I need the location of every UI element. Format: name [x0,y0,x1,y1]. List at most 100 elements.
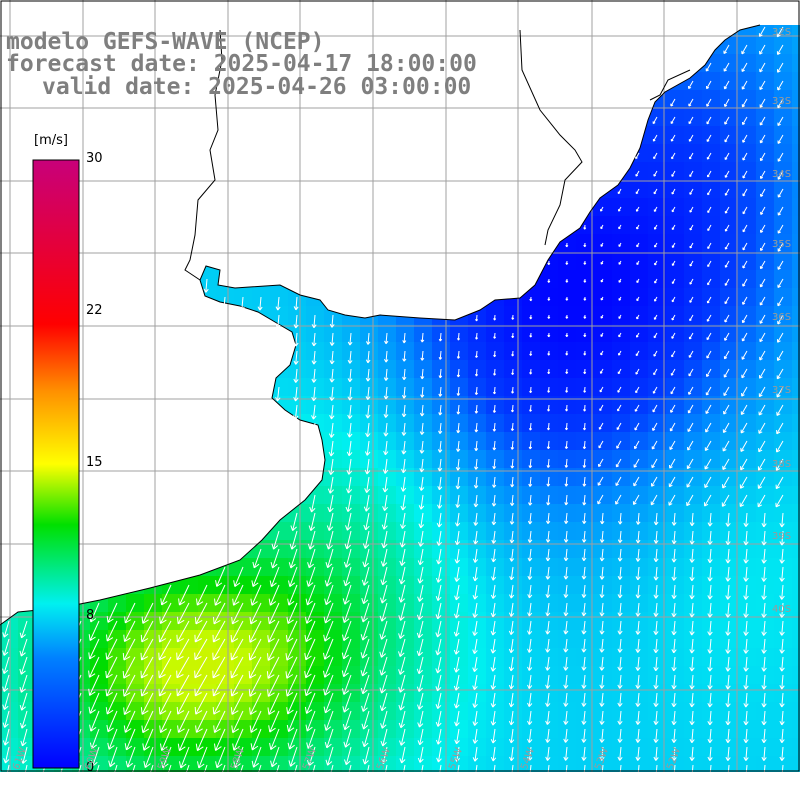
wind-arrow [760,170,766,180]
wind-arrow [706,296,712,304]
wind-arrow [177,710,190,733]
wind-arrow [671,656,677,672]
wind-arrow [618,350,622,356]
wind-arrow [416,656,424,675]
wind-arrow [759,260,766,270]
wind-speed-cell [234,198,253,217]
wind-speed-cell [126,378,145,397]
wind-arrow [454,710,460,727]
wind-arrow [759,62,766,73]
wind-speed-cell [126,162,145,181]
wind-arrow [492,458,497,470]
wind-speed-cell [198,306,217,325]
wind-arrow [635,512,641,525]
wind-arrow [563,566,569,580]
wind-arrow [269,728,280,751]
wind-arrow [653,332,658,339]
wind-speed-cell [486,72,505,91]
wind-arrow [581,746,587,761]
wind-arrow [527,548,533,562]
wind-arrow [19,656,28,675]
wind-speed-cell [0,342,19,361]
wind-arrow [545,512,551,525]
wind-speed-cell [540,162,559,181]
wind-arrow [106,620,118,642]
wind-speed-cell [108,486,127,505]
wind-speed-cell [0,540,19,559]
wind-speed-cell [324,252,343,271]
wind-arrow [707,206,712,214]
wind-speed-cell [378,234,397,253]
wind-arrow [545,728,551,743]
wind-speed-cell [144,108,163,127]
wind-arrow [777,296,784,307]
wind-speed-cell [162,504,181,523]
wind-arrow [671,728,677,744]
wind-speed-cell [306,162,325,181]
wind-speed-cell [144,504,163,523]
wind-speed-cell [396,25,415,37]
wind-arrow [2,656,10,674]
wind-speed-cell [270,108,289,127]
wind-speed-cell [180,108,199,127]
wind-speed-cell [486,252,505,271]
wind-speed-cell [0,594,19,613]
wind-arrow [365,332,371,345]
wind-arrow [267,620,280,643]
wind-speed-cell [360,306,379,325]
wind-speed-cell [792,558,800,577]
wind-speed-cell [774,25,793,37]
wind-arrow [689,728,695,744]
wind-speed-cell [468,288,487,307]
wind-speed-cell [108,252,127,271]
wind-arrow [508,710,515,726]
wind-arrow [456,332,461,341]
wind-arrow [381,764,388,782]
wind-arrow [417,584,424,602]
wind-arrow [19,638,28,657]
wind-speed-cell [288,198,307,217]
wind-arrow [402,332,407,344]
wind-arrow [2,620,10,638]
wind-speed-cell [792,342,800,361]
wind-speed-cell [486,25,505,37]
wind-arrow [194,638,208,661]
wind-speed-cell [414,216,433,235]
wind-arrow [88,692,100,714]
wind-speed-cell [18,0,37,19]
wind-arrow [706,350,712,359]
wind-arrow [307,548,316,569]
wind-arrow [491,494,497,507]
wind-arrow [725,566,731,582]
wind-speed-cell [288,144,307,163]
wind-arrow [383,350,389,363]
wind-arrow [759,44,766,55]
wind-speed-cell [378,288,397,307]
wind-speed-cell [288,126,307,145]
wind-speed-cell [90,360,109,379]
wind-speed-cell [342,234,361,253]
wind-arrow [759,296,766,306]
wind-arrow [686,458,694,470]
wind-speed-cell [684,36,703,55]
wind-arrow [547,314,551,319]
wind-speed-cell [792,648,800,667]
wind-arrow [286,692,298,715]
wind-arrow [304,656,316,679]
wind-arrow [743,746,749,762]
wind-arrow [671,260,676,266]
wind-arrow [777,116,784,127]
wind-arrow [230,638,244,661]
wind-arrow [454,584,460,601]
wind-arrow [325,746,334,766]
wind-speed-cell [630,25,649,37]
wind-arrow [285,620,298,643]
wind-speed-cell [486,126,505,145]
wind-speed-cell [180,234,199,253]
wind-arrow [583,368,587,375]
wind-arrow [329,368,335,383]
wind-arrow [511,386,515,394]
wind-speed-cell [144,522,163,541]
wind-speed-cell [108,540,127,559]
